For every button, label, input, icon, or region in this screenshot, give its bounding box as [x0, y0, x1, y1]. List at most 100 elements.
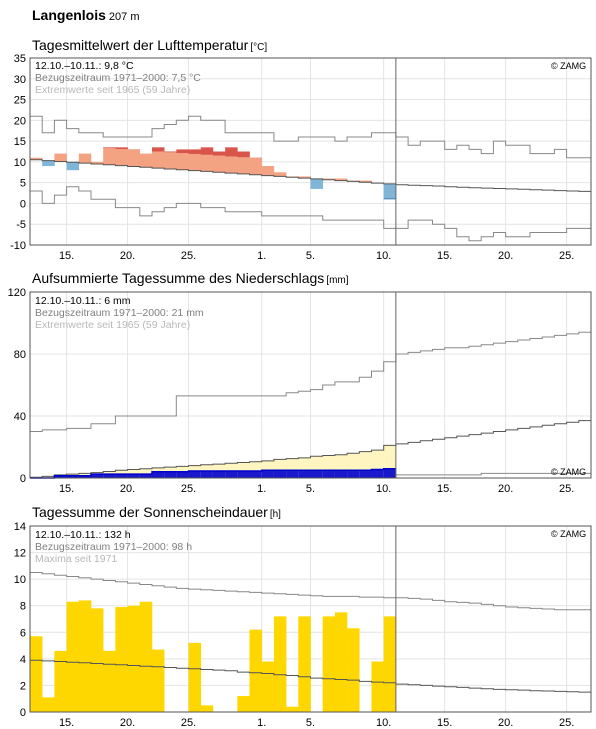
- precipitation-panel-title: Aufsummierte Tagessumme des Niederschlag…: [32, 270, 349, 286]
- precipitation-observed-area: [249, 471, 263, 478]
- sunshine-xtick-label: 15.: [437, 717, 452, 729]
- sunshine-bar: [322, 616, 336, 712]
- temperature-bar-warm: [78, 153, 92, 164]
- precipitation-xtick-label: 15.: [59, 483, 74, 495]
- sunshine-bar: [30, 636, 43, 712]
- precipitation-observed-area: [383, 468, 397, 478]
- temperature-bar-cold: [42, 160, 55, 167]
- precipitation-observed-area: [261, 470, 275, 478]
- temperature-ytick-label: 30: [14, 74, 26, 86]
- precipitation-observed-area: [347, 470, 360, 478]
- sunshine-bar: [127, 605, 141, 712]
- precipitation-extreme-max-line: [30, 331, 591, 432]
- precipitation-observed-area: [310, 470, 323, 478]
- sunshine-xtick-label: 20.: [498, 717, 513, 729]
- precipitation-ytick-label: 40: [14, 411, 26, 423]
- sunshine-xtick-label: 25.: [181, 717, 196, 729]
- temperature-bar-warm-strong: [225, 147, 238, 157]
- temperature-ytick-label: 10: [14, 157, 26, 169]
- precipitation-observed-line: [30, 467, 396, 479]
- precipitation-observed-area: [139, 474, 153, 478]
- sunshine-panel-title: Tagessumme der Sonnenscheindauer [h]: [32, 504, 281, 520]
- temperature-bar-warm: [359, 180, 372, 183]
- temperature-bar-warm-strong: [200, 147, 214, 155]
- temperature-bar-warm: [164, 152, 177, 169]
- temperature-extreme-max-line: [30, 115, 591, 159]
- temperature-bar-warm: [90, 161, 104, 164]
- temperature-legend-period: 12.10.–10.11.: 9,8 °C: [35, 60, 134, 72]
- temperature-normal-line: [30, 159, 591, 192]
- temperature-bar-warm: [225, 156, 238, 174]
- sunshine-ytick-label: 14: [14, 521, 26, 533]
- precipitation-legend-normal: Bezugszeitraum 1971–2000: 21 mm: [35, 307, 204, 319]
- precipitation-areas: [30, 445, 397, 478]
- precipitation-observed-area: [90, 474, 104, 478]
- temperature-ytick-label: 20: [14, 115, 26, 127]
- precipitation-legend-period: 12.10.–10.11.: 6 mm: [35, 295, 131, 307]
- sunshine-bar: [261, 661, 275, 712]
- sunshine-title: Tagessumme der Sonnenscheindauer: [32, 504, 268, 520]
- sunshine-bar: [237, 696, 250, 712]
- temperature-bar-warm: [334, 178, 348, 181]
- temperature-bar-warm: [261, 166, 275, 176]
- temperature-bar-warm-strong: [176, 149, 189, 154]
- sunshine-ytick-label: 10: [14, 574, 26, 586]
- temperature-bars: [30, 147, 397, 200]
- precipitation-legend: 12.10.–10.11.: 6 mm Bezugszeitraum 1971–…: [35, 295, 204, 331]
- temperature-xtick-label: 10.: [376, 250, 391, 262]
- temperature-ytick-label: -5: [16, 219, 26, 231]
- sunshine-ytick-label: 6: [20, 627, 26, 639]
- temperature-bar-warm: [139, 153, 153, 168]
- precipitation-observed-area: [176, 471, 189, 478]
- temperature-bar-warm-strong: [115, 147, 128, 150]
- sunshine-bar: [249, 629, 263, 712]
- temperature-title: Tagesmittelwert der Lufttemperatur: [32, 37, 249, 53]
- sunshine-ytick-label: 8: [20, 601, 26, 613]
- sunshine-bar: [286, 706, 299, 712]
- sunshine-bar: [371, 661, 384, 712]
- sunshine-bar: [54, 650, 67, 712]
- temperature-credit: © ZAMG: [551, 61, 587, 71]
- precipitation-observed-area: [188, 471, 202, 478]
- temperature-bar-warm: [298, 176, 311, 179]
- temperature-bar-warm: [127, 149, 141, 167]
- precipitation-xtick-label: 20.: [498, 483, 513, 495]
- precipitation-legend-extremes: Extremwerte seit 1965 (59 Jahre): [35, 319, 191, 331]
- temperature-bar-warm: [30, 157, 43, 160]
- sunshine-bar: [347, 628, 360, 712]
- sunshine-bar: [188, 642, 202, 712]
- precipitation-normal-line: [30, 420, 591, 478]
- temperature-xtick-label: 20.: [120, 250, 135, 262]
- temperature-frame: [29, 57, 592, 246]
- precipitation-xtick-label: 20.: [120, 483, 135, 495]
- precipitation-observed-area: [115, 474, 128, 478]
- temperature-ytick-label: -10: [10, 240, 26, 252]
- temperature-xtick-label: 1.: [257, 250, 266, 262]
- precipitation-observed-area: [66, 475, 80, 478]
- precipitation-ytick-label: 120: [8, 287, 26, 299]
- sunshine-bar: [273, 616, 287, 712]
- precipitation-observed-area: [78, 475, 92, 478]
- sunshine-ytick-label: 0: [20, 707, 26, 719]
- precipitation-observed-area: [127, 474, 141, 478]
- precipitation-observed-area: [151, 471, 165, 478]
- temperature-bar-warm-strong: [212, 151, 226, 156]
- temperature-bar-warm: [151, 151, 165, 169]
- sunshine-unit: [h]: [269, 509, 281, 520]
- precipitation-observed-area: [298, 470, 311, 478]
- sunshine-legend-maxima: Maxima seit 1971: [35, 553, 118, 565]
- temperature-bar-warm: [212, 155, 226, 173]
- precipitation-observed-area: [359, 470, 372, 478]
- temperature-ytick-label: 0: [20, 198, 26, 210]
- sunshine-xtick-label: 25.: [559, 717, 574, 729]
- sunshine-bar: [78, 600, 92, 712]
- sunshine-legend-normal: Bezugszeitraum 1971–2000: 98 h: [35, 541, 193, 553]
- temperature-legend: 12.10.–10.11.: 9,8 °C Bezugszeitraum 197…: [35, 60, 201, 96]
- temperature-ytick-label: 25: [14, 95, 26, 107]
- temperature-xtick-label: 25.: [559, 250, 574, 262]
- temperature-bar-warm: [176, 153, 189, 170]
- temperature-extreme-min-line: [30, 186, 591, 242]
- temperature-xtick-label: 15.: [437, 250, 452, 262]
- sunshine-bar: [66, 601, 80, 712]
